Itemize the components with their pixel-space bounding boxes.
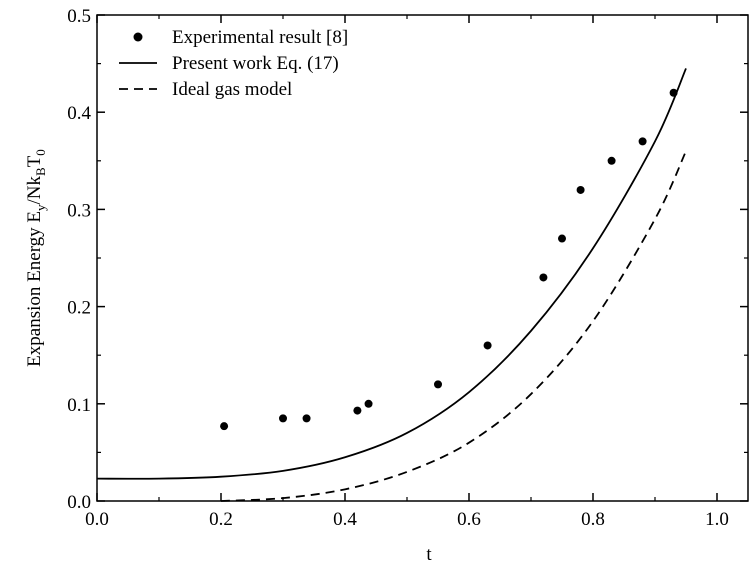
ticks: 0.0 0.2 0.4 0.6 0.8 1.0 0.0 0.1 0.2 0.3 0.4 0.5 (67, 6, 748, 530)
x-tick-label: 0.4 (333, 509, 357, 530)
y-axis-label: Expansion Energy Ey/NkBT0 (24, 149, 48, 367)
data-point (220, 422, 229, 431)
data-point (279, 414, 287, 423)
data-point (558, 234, 566, 243)
data-point (638, 137, 647, 146)
x-tick-label: 0.8 (581, 509, 605, 530)
legend-label: Present work Eq. (17) (172, 53, 339, 74)
data-point (539, 273, 548, 282)
data-point (483, 341, 492, 350)
y-axis-label-sub-y: y (33, 204, 48, 211)
legend: Experimental result [8] Present work Eq. … (119, 27, 348, 100)
x-tick-label: 1.0 (705, 509, 729, 530)
y-tick-label: 0.3 (67, 200, 91, 221)
data-point (302, 414, 311, 423)
data-point (576, 185, 585, 194)
y-tick-label: 0.5 (67, 6, 91, 27)
x-tick-label: 0.6 (457, 509, 481, 530)
y-tick-label: 0.0 (67, 492, 91, 513)
x-tick-label: 0.2 (209, 509, 233, 530)
legend-label: Experimental result [8] (172, 27, 348, 48)
y-axis-label-sub-zero: 0 (33, 149, 48, 156)
y-axis-label-sub-b: B (33, 167, 48, 176)
series-line-solid (96, 68, 687, 480)
data-point (434, 380, 442, 389)
y-axis-label-main: Expansion Energy E (24, 211, 45, 367)
series-layer (96, 68, 687, 502)
data-point (353, 406, 362, 415)
y-tick-label: 0.2 (67, 298, 91, 319)
x-axis-label: t (426, 544, 432, 565)
series-line-dashed (220, 150, 687, 502)
y-axis-label-mid: /Nk (24, 175, 45, 204)
x-tick-label: 0.0 (85, 509, 109, 530)
data-point (364, 399, 373, 408)
y-axis-label-t: T (24, 155, 45, 167)
legend-label: Ideal gas model (172, 79, 292, 100)
data-point (607, 156, 616, 165)
y-tick-label: 0.1 (67, 395, 91, 416)
y-tick-label: 0.4 (67, 103, 91, 124)
legend-marker (133, 32, 143, 42)
